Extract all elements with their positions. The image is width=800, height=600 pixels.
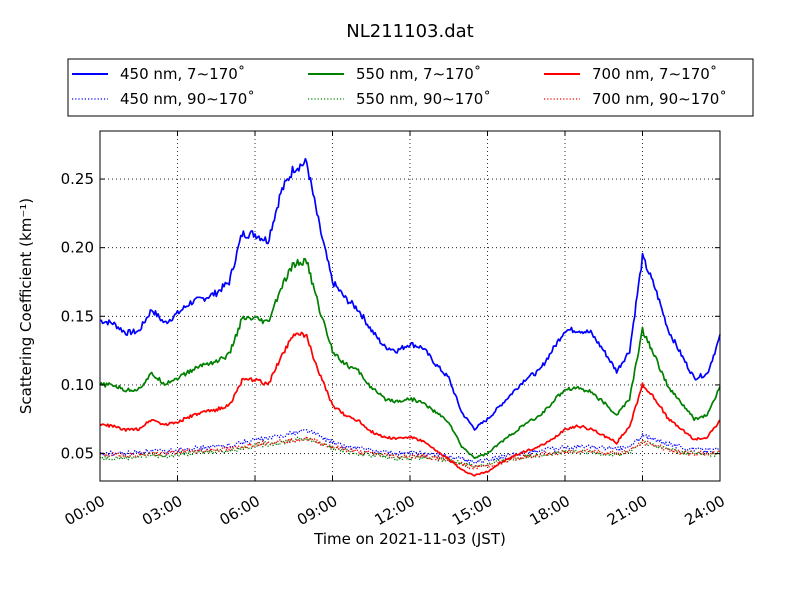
series-line — [99, 157, 721, 431]
legend: 450 nm, 7∼170˚ 550 nm, 7∼170˚ 700 nm, 7∼17… — [67, 58, 754, 117]
legend-label: 450 nm, 7∼170˚ — [120, 65, 245, 83]
y-tick-label: 0.15 — [61, 307, 94, 325]
legend-label: 550 nm, 90∼170˚ — [356, 90, 491, 108]
legend-box — [67, 58, 754, 117]
x-tick-label: 00:00 — [62, 492, 108, 529]
series-line — [99, 429, 721, 464]
series-line — [99, 257, 721, 460]
y-tick-label: 0.25 — [61, 170, 94, 188]
x-tick-label: 06:00 — [217, 492, 263, 529]
x-axis-label: Time on 2021-11-03 (JST) — [313, 530, 506, 548]
chart-title: NL211103.dat — [346, 21, 473, 42]
x-tick-label: 21:00 — [604, 492, 650, 529]
x-tick-label: 24:00 — [682, 492, 728, 529]
x-tick-label: 18:00 — [527, 492, 573, 529]
series-line — [99, 331, 721, 477]
y-tick-label: 0.05 — [61, 445, 94, 463]
legend-label: 450 nm, 90∼170˚ — [120, 90, 255, 108]
y-axis: 0.05 0.10 0.15 0.20 0.25 — [61, 170, 720, 463]
y-tick-label: 0.10 — [61, 376, 94, 394]
x-axis: 00:00 03:00 06:00 09:00 12:00 15:00 18:00 21:00… — [62, 131, 728, 529]
legend-label: 550 nm, 7∼170˚ — [356, 65, 481, 83]
legend-label: 700 nm, 90∼170˚ — [592, 90, 727, 108]
y-axis-label: Scattering Coefficient (km⁻¹) — [17, 198, 35, 414]
series-line — [99, 436, 721, 468]
legend-label: 700 nm, 7∼170˚ — [592, 65, 717, 83]
x-tick-label: 09:00 — [294, 492, 340, 529]
series-line — [99, 435, 721, 470]
x-tick-label: 03:00 — [139, 492, 185, 529]
x-tick-label: 12:00 — [372, 492, 418, 529]
plot-area — [99, 157, 721, 477]
y-tick-label: 0.20 — [61, 239, 94, 257]
x-tick-label: 15:00 — [449, 492, 495, 529]
